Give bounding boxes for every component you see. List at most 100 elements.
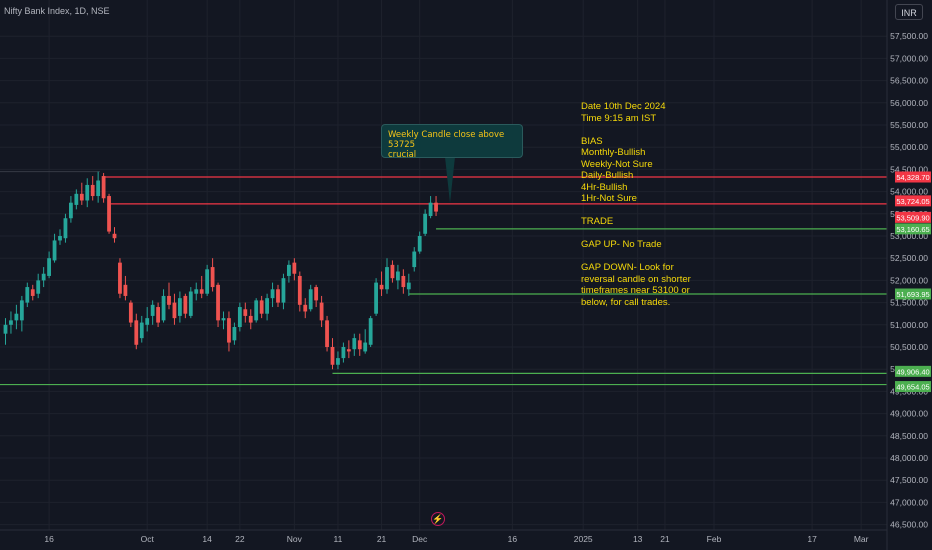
candle-body [390, 264, 395, 279]
price-tick-label: 54,500.00 [890, 164, 928, 174]
candle-body [172, 302, 177, 319]
price-axis: 57,500.00 57,000.00 56,500.00 56,000.00 55,5… [890, 31, 928, 529]
price-tick-label: 57,500.00 [890, 31, 928, 41]
time-tick-label: 21 [377, 534, 387, 544]
note-daily: Daily-Bullish [581, 170, 634, 181]
candle-body [79, 193, 84, 201]
price-tick-label: 54,000.00 [890, 187, 928, 197]
candle-body [434, 202, 438, 212]
level-lines [0, 171, 887, 386]
level-price-text: 51,693.95 [896, 290, 929, 299]
candle-body [385, 267, 389, 290]
candle-body [259, 300, 264, 314]
candle-body [319, 302, 324, 321]
price-tick-label: 49,000.00 [890, 409, 928, 419]
candle-body [52, 240, 57, 261]
note-spacer [581, 228, 731, 240]
level-price-tag [895, 381, 931, 393]
weekly-candle-callout[interactable]: Weekly Candle close above 53725 crucial [381, 124, 523, 160]
candle-body [36, 280, 41, 294]
price-tick-label: 47,000.00 [890, 497, 928, 507]
candle-body [90, 184, 95, 197]
callout-tail [445, 157, 455, 203]
level-price-tag [895, 171, 931, 183]
note-trade-title: TRADE [581, 216, 614, 227]
candle-body [41, 273, 46, 281]
candle-body [9, 320, 13, 325]
price-tick-label: 50,500.00 [890, 342, 928, 352]
trade-notes[interactable]: Date 10th Dec 2024 Time 9:15 am IST BIAS… [581, 101, 731, 308]
candle-body [128, 302, 133, 323]
callout-line-1: Weekly Candle close above 53725 [388, 130, 505, 150]
currency-badge[interactable]: INR [895, 4, 923, 20]
candle-body [357, 340, 362, 350]
time-tick-label: 14 [202, 534, 212, 544]
candle-body [396, 271, 400, 281]
candle-body [161, 295, 166, 321]
candle-body [276, 289, 280, 303]
candle-body [287, 264, 291, 276]
candle-body [58, 236, 62, 241]
time-axis: 16 Oct 14 22 Nov 11 21 Dec 16 2025 13 21 Feb 17 Mar [44, 534, 868, 544]
candle-body [368, 318, 373, 345]
note-spacer [581, 205, 731, 217]
candle-body [101, 176, 106, 199]
candle-body [156, 307, 160, 323]
note-gap-down-4: below, for call trades. [581, 296, 671, 308]
candle-body [314, 287, 319, 301]
candle-body [406, 282, 411, 290]
candle-body [145, 318, 150, 325]
time-tick-label: 11 [334, 534, 343, 544]
candle-body [336, 358, 340, 365]
candle-body [352, 338, 357, 350]
candle-body [248, 315, 253, 323]
candle-body [346, 349, 351, 352]
candle-body [237, 307, 242, 328]
time-tick-label: 2025 [574, 534, 593, 544]
candle-body [25, 287, 30, 303]
note-4hr: 4Hr-Bullish [581, 181, 628, 193]
candle-body [188, 291, 193, 316]
time-tick-label: 22 [235, 534, 245, 544]
time-tick-label: Mar [854, 534, 869, 544]
time-tick-label: 21 [660, 534, 670, 544]
candle-body [303, 304, 308, 312]
note-bias-title: BIAS [581, 135, 603, 147]
candle-body [63, 218, 68, 239]
candle-body [292, 262, 297, 274]
price-tick-label: 48,000.00 [890, 453, 928, 463]
candle-body [205, 269, 210, 294]
candle-body [401, 275, 406, 288]
candle-body [96, 180, 101, 197]
chart-grid [0, 0, 887, 530]
candle-body [194, 289, 199, 294]
symbol-title[interactable]: Nifty Bank Index, 1D, NSE [4, 6, 110, 16]
candle-body [210, 267, 215, 288]
candle-body [74, 193, 79, 205]
candle-body [412, 251, 417, 268]
candle-body [265, 298, 269, 314]
price-tick-label: 48,500.00 [890, 431, 928, 441]
level-price-text: 53,724.05 [896, 197, 929, 206]
note-spacer [581, 251, 731, 263]
price-tick-label: 46,500.00 [890, 520, 928, 530]
candle-body [183, 295, 188, 314]
time-tick-label: Feb [707, 534, 722, 544]
candle-body [325, 320, 329, 347]
price-tick-label: 55,500.00 [890, 120, 928, 130]
level-price-text: 49,654.05 [896, 383, 929, 392]
candle-body [423, 213, 428, 234]
candle-body [150, 304, 155, 316]
note-monthly: Monthly-Bullish [581, 147, 646, 158]
candle-body [232, 327, 237, 341]
candle-body [107, 196, 111, 232]
time-tick-label: Dec [412, 534, 428, 544]
candle-body [47, 258, 51, 276]
time-tick-label: Oct [141, 534, 155, 544]
price-tick-label: 56,500.00 [890, 76, 928, 86]
lightning-bolt-icon[interactable]: ⚡ [431, 512, 445, 526]
level-price-text: 54,328.70 [896, 173, 929, 182]
note-1hr: 1Hr-Not Sure [581, 193, 637, 204]
candle-body [281, 278, 286, 303]
